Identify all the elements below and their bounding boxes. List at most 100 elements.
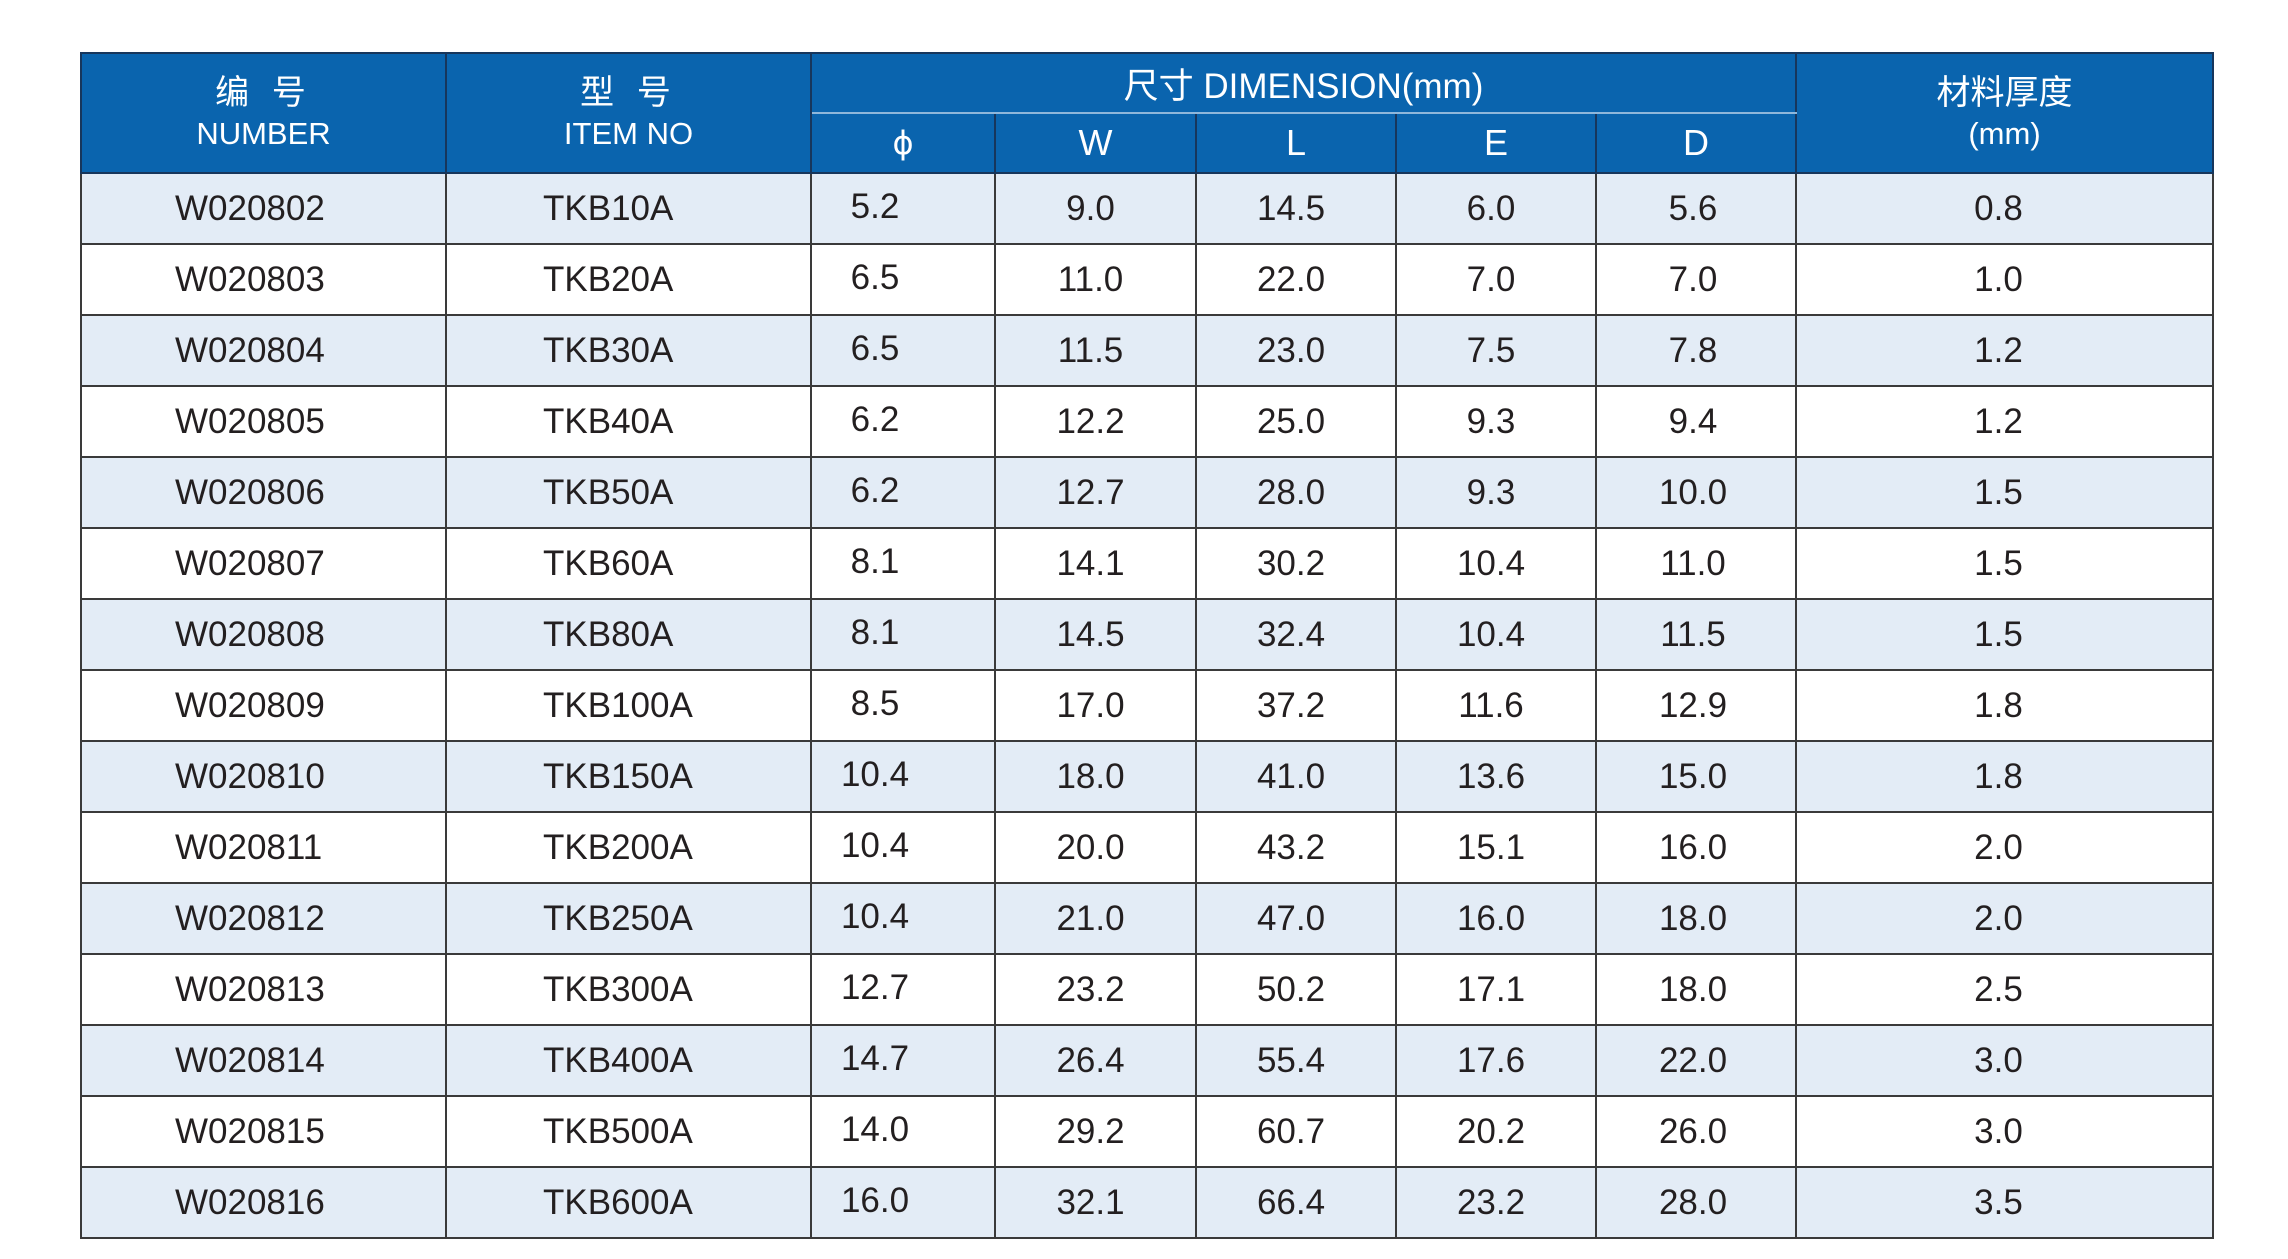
cell-w: 12.2 xyxy=(994,385,1197,458)
cell-item-value: TKB10A xyxy=(543,188,674,228)
cell-thickness-value: 1.5 xyxy=(1974,614,2023,654)
cell-e: 11.6 xyxy=(1395,669,1597,742)
cell-l: 32.4 xyxy=(1195,598,1397,671)
cell-thickness: 3.0 xyxy=(1795,1024,2214,1097)
cell-thickness-value: 3.0 xyxy=(1974,1111,2023,1151)
cell-w-value: 26.4 xyxy=(1056,1040,1125,1080)
cell-item-value: TKB500A xyxy=(543,1111,693,1151)
table-row: W020803 TKB20A 6.5 11.0 22.0 7.0 7.0 1.0 xyxy=(80,243,2214,316)
cell-w: 21.0 xyxy=(994,882,1197,955)
cell-e-value: 9.3 xyxy=(1466,472,1516,512)
cell-l-value: 32.4 xyxy=(1256,614,1326,654)
header-thickness-cn: 材料厚度 xyxy=(1936,73,2073,113)
header-d: D xyxy=(1595,112,1797,174)
table-row: W020804 TKB30A 6.5 11.5 23.0 7.5 7.8 1.2 xyxy=(80,314,2214,387)
cell-number: W020802 xyxy=(80,172,447,245)
cell-number: W020815 xyxy=(80,1095,447,1168)
cell-item-value: TKB80A xyxy=(543,614,674,654)
cell-thickness-value: 3.5 xyxy=(1974,1182,2023,1222)
cell-number: W020806 xyxy=(80,456,447,529)
cell-e: 7.0 xyxy=(1395,243,1597,316)
cell-item-value: TKB20A xyxy=(543,259,674,299)
cell-e: 15.1 xyxy=(1395,811,1597,884)
cell-item: TKB60A xyxy=(445,527,812,600)
cell-l-value: 28.0 xyxy=(1256,472,1326,512)
cell-w-value: 17.0 xyxy=(1056,685,1125,725)
cell-number-value: W020816 xyxy=(175,1182,325,1222)
table-row: W020816 TKB600A 16.0 32.1 66.4 23.2 28.0 3.5 xyxy=(80,1166,2214,1239)
cell-d-value: 16.0 xyxy=(1658,827,1728,867)
cell-e: 16.0 xyxy=(1395,882,1597,955)
table-row: W020807 TKB60A 8.1 14.1 30.2 10.4 11.0 1.5 xyxy=(80,527,2214,600)
cell-phi-value: 14.7 xyxy=(840,1038,910,1078)
cell-number-value: W020803 xyxy=(175,259,325,299)
cell-phi-value: 6.2 xyxy=(850,399,900,439)
cell-e: 13.6 xyxy=(1395,740,1597,813)
cell-item-value: TKB30A xyxy=(543,330,674,370)
cell-l: 47.0 xyxy=(1195,882,1397,955)
table-row: W020805 TKB40A 6.2 12.2 25.0 9.3 9.4 1.2 xyxy=(80,385,2214,458)
cell-l: 22.0 xyxy=(1195,243,1397,316)
cell-d: 26.0 xyxy=(1595,1095,1797,1168)
cell-thickness-value: 1.0 xyxy=(1974,259,2023,299)
cell-thickness-value: 1.2 xyxy=(1974,401,2023,441)
cell-d-value: 7.8 xyxy=(1668,330,1718,370)
cell-item: TKB80A xyxy=(445,598,812,671)
cell-number: W020804 xyxy=(80,314,447,387)
cell-d: 15.0 xyxy=(1595,740,1797,813)
cell-l-value: 60.7 xyxy=(1256,1111,1326,1151)
header-item: 型 号 ITEM NO xyxy=(445,52,812,174)
cell-d: 5.6 xyxy=(1595,172,1797,245)
cell-thickness: 0.8 xyxy=(1795,172,2214,245)
cell-thickness: 3.5 xyxy=(1795,1166,2214,1239)
cell-w: 17.0 xyxy=(994,669,1197,742)
cell-w: 18.0 xyxy=(994,740,1197,813)
cell-item-value: TKB150A xyxy=(543,756,693,796)
cell-thickness: 1.8 xyxy=(1795,740,2214,813)
cell-phi: 5.2 xyxy=(810,172,996,245)
cell-number-value: W020810 xyxy=(175,756,325,796)
cell-item-value: TKB300A xyxy=(543,969,693,1009)
cell-w-value: 14.1 xyxy=(1056,543,1125,583)
cell-phi: 6.2 xyxy=(810,385,996,458)
header-dimension-en: DIMENSION(mm) xyxy=(1203,66,1484,106)
cell-l: 25.0 xyxy=(1195,385,1397,458)
cell-thickness: 1.0 xyxy=(1795,243,2214,316)
cell-e: 10.4 xyxy=(1395,527,1597,600)
header-number-en: NUMBER xyxy=(196,116,331,151)
cell-e-value: 10.4 xyxy=(1456,543,1526,583)
cell-phi: 14.0 xyxy=(810,1095,996,1168)
cell-e: 20.2 xyxy=(1395,1095,1597,1168)
cell-item-value: TKB50A xyxy=(543,472,674,512)
cell-d: 22.0 xyxy=(1595,1024,1797,1097)
cell-number: W020807 xyxy=(80,527,447,600)
cell-e: 9.3 xyxy=(1395,385,1597,458)
cell-phi: 6.5 xyxy=(810,243,996,316)
cell-d: 10.0 xyxy=(1595,456,1797,529)
cell-phi-value: 16.0 xyxy=(840,1180,910,1220)
cell-w-value: 11.0 xyxy=(1057,259,1124,299)
cell-l: 41.0 xyxy=(1195,740,1397,813)
cell-l-value: 14.5 xyxy=(1256,188,1326,228)
cell-e-value: 17.6 xyxy=(1456,1040,1526,1080)
table-row: W020809 TKB100A 8.5 17.0 37.2 11.6 12.9 1.8 xyxy=(80,669,2214,742)
cell-phi: 12.7 xyxy=(810,953,996,1026)
cell-phi-value: 10.4 xyxy=(840,754,910,794)
cell-w-value: 18.0 xyxy=(1056,756,1125,796)
cell-thickness-value: 0.8 xyxy=(1974,188,2023,228)
cell-item: TKB250A xyxy=(445,882,812,955)
cell-phi-value: 10.4 xyxy=(840,825,910,865)
cell-number-value: W020815 xyxy=(175,1111,325,1151)
cell-thickness: 2.0 xyxy=(1795,882,2214,955)
cell-phi-value: 12.7 xyxy=(840,967,910,1007)
cell-e-value: 11.6 xyxy=(1458,685,1524,725)
cell-phi: 8.1 xyxy=(810,527,996,600)
table-row: W020812 TKB250A 10.4 21.0 47.0 16.0 18.0 2.0 xyxy=(80,882,2214,955)
cell-phi-value: 8.1 xyxy=(850,541,900,581)
cell-thickness-value: 3.0 xyxy=(1974,1040,2023,1080)
cell-e: 23.2 xyxy=(1395,1166,1597,1239)
table-row: W020811 TKB200A 10.4 20.0 43.2 15.1 16.0 2.0 xyxy=(80,811,2214,884)
cell-item: TKB600A xyxy=(445,1166,812,1239)
cell-item: TKB10A xyxy=(445,172,812,245)
cell-item: TKB500A xyxy=(445,1095,812,1168)
